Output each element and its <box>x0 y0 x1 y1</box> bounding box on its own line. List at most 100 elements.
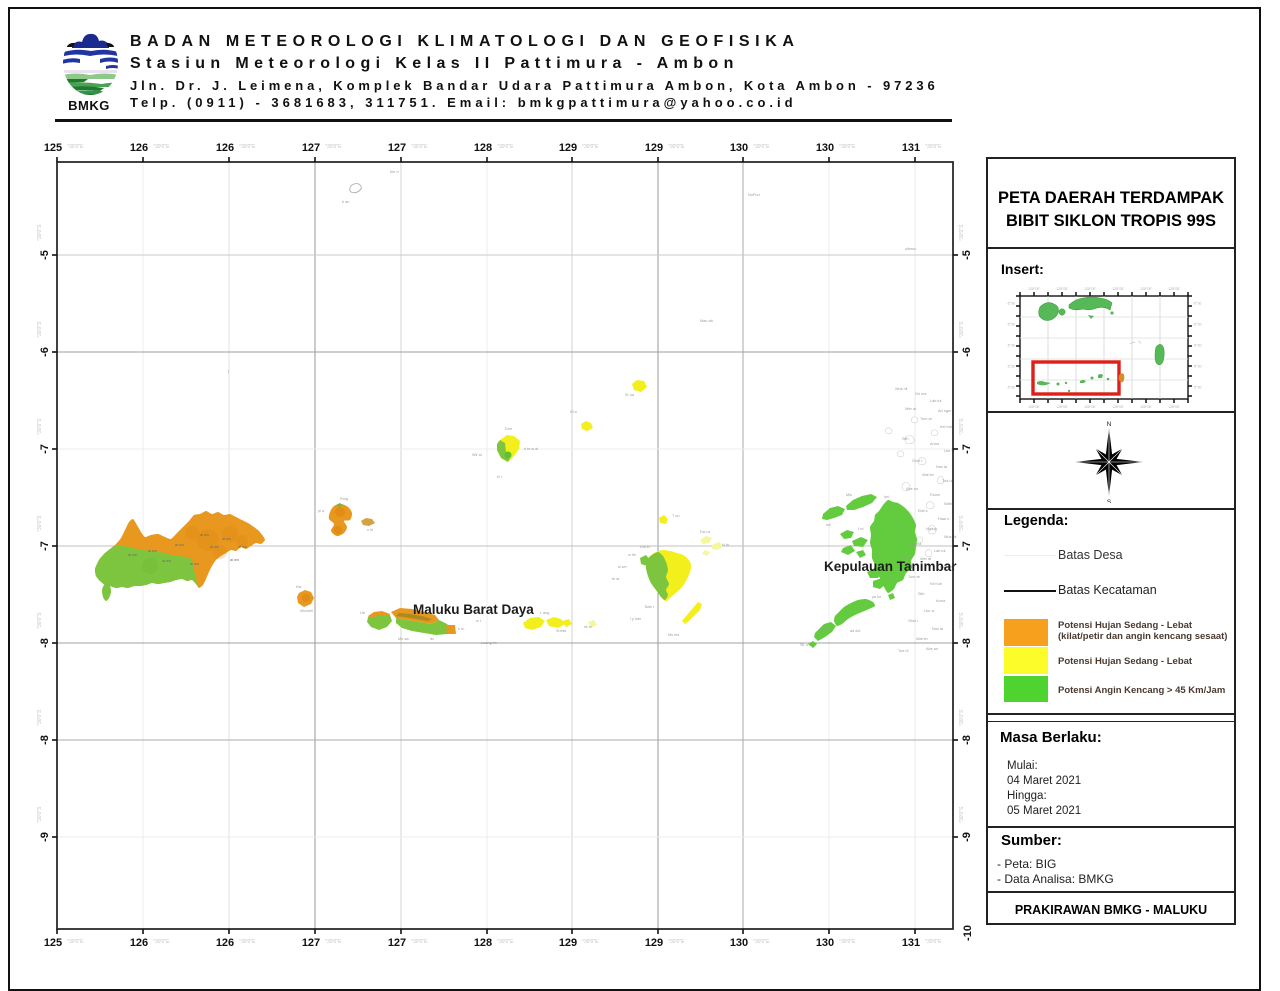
svg-text:Slr u: Slr u <box>800 643 808 647</box>
svg-text:tmr d: tmr d <box>390 170 399 174</box>
svg-text:Dai kf: Dai kf <box>640 545 651 549</box>
svg-text:Wus nil: Wus nil <box>944 535 957 539</box>
svg-text:lwt: lwt <box>884 495 890 499</box>
svg-text:129: 129 <box>559 142 577 154</box>
svg-text:128°0E: 128°0E <box>1168 287 1180 291</box>
svg-text:°30'0"E: °30'0"E <box>668 939 685 945</box>
svg-text:127: 127 <box>302 937 320 949</box>
svg-text:125: 125 <box>44 937 62 949</box>
svg-text:ai wn: ai wn <box>175 543 184 547</box>
svg-text:°30'0"E: °30'0"E <box>497 144 514 150</box>
svg-text:T on: T on <box>672 514 680 518</box>
svg-text:°30'0"S: °30'0"S <box>37 612 43 629</box>
svg-text:kk w: kk w <box>584 625 592 629</box>
svg-text:°30'0"E: °30'0"E <box>753 144 770 150</box>
svg-text:kl tn: kl tn <box>722 543 729 547</box>
svg-text:Ohoi r: Ohoi r <box>908 619 919 623</box>
svg-text:f rd: f rd <box>858 527 864 531</box>
svg-text:130: 130 <box>816 142 834 154</box>
svg-text:127: 127 <box>388 937 406 949</box>
svg-text:sl wn: sl wn <box>618 565 627 569</box>
svg-text:Mlu: Mlu <box>846 493 852 497</box>
svg-text:Sifn: Sifn <box>918 592 925 596</box>
svg-text:Wer at: Wer at <box>920 557 932 561</box>
svg-text:Rumn: Rumn <box>930 493 940 497</box>
svg-text:w t: w t <box>476 619 482 623</box>
svg-text:°30'0"E: °30'0"E <box>325 144 342 150</box>
svg-text:Arma: Arma <box>930 442 940 446</box>
svg-text:ai wn: ai wn <box>230 558 239 562</box>
svg-text:°30'0"E: °30'0"E <box>153 939 170 945</box>
svg-text:128°0E: 128°0E <box>1084 287 1096 291</box>
svg-text:ad dol: ad dol <box>850 629 861 633</box>
svg-text:L ang: L ang <box>540 611 549 615</box>
svg-text:j: j <box>227 369 229 373</box>
svg-text:°30'0"S: °30'0"S <box>959 612 965 629</box>
svg-text:lkr: lkr <box>430 637 435 641</box>
svg-text:128°0E: 128°0E <box>1112 405 1124 409</box>
svg-text:°30'0"E: °30'0"E <box>239 144 256 150</box>
svg-text:°30'0"S: °30'0"S <box>37 709 43 726</box>
svg-text:°30'0"E: °30'0"E <box>239 939 256 945</box>
svg-text:128°0E: 128°0E <box>1056 287 1068 291</box>
svg-text:°30'0"E: °30'0"E <box>839 144 856 150</box>
svg-text:128°0E: 128°0E <box>1028 405 1040 409</box>
svg-text:°30'0"E: °30'0"E <box>925 939 942 945</box>
svg-text:°30'0"S: °30'0"S <box>959 224 965 241</box>
svg-text:°30'0"E: °30'0"E <box>753 939 770 945</box>
svg-text:Lab tui: Lab tui <box>930 399 942 403</box>
svg-text:ai wn: ai wn <box>210 545 219 549</box>
svg-text:l ingat: l ingat <box>820 627 831 631</box>
svg-text:128: 128 <box>474 937 492 949</box>
svg-text:ai wn: ai wn <box>128 553 137 557</box>
svg-text:ulbess: ulbess <box>905 247 916 251</box>
svg-text:-8: -8 <box>39 638 51 648</box>
svg-text:Wat ler: Wat ler <box>916 637 929 641</box>
svg-text:ya ko: ya ko <box>872 595 881 599</box>
svg-text:Sr ua: Sr ua <box>625 393 635 397</box>
svg-text:-5°30: -5°30 <box>1007 344 1015 348</box>
svg-text:°30'0"S: °30'0"S <box>37 224 43 241</box>
svg-text:°30'0"S: °30'0"S <box>37 806 43 823</box>
svg-text:-8: -8 <box>961 638 973 648</box>
svg-text:°30'0"E: °30'0"E <box>668 144 685 150</box>
svg-text:-7: -7 <box>961 541 973 551</box>
svg-text:125: 125 <box>44 142 62 154</box>
svg-text:128°0E: 128°0E <box>1140 287 1152 291</box>
svg-text:-5°30: -5°30 <box>1193 344 1201 348</box>
svg-text:Nl a: Nl a <box>570 410 578 414</box>
svg-text:Wer at: Wer at <box>905 407 917 411</box>
svg-text:Ms ela: Ms ela <box>668 633 680 637</box>
svg-text:-5°30: -5°30 <box>1193 365 1201 369</box>
svg-text:Srmta: Srmta <box>556 629 567 633</box>
svg-text:ai wn: ai wn <box>148 549 157 553</box>
svg-text:kl r: kl r <box>497 475 503 479</box>
svg-text:-8: -8 <box>961 735 973 745</box>
svg-text:Nus ta: Nus ta <box>932 627 944 631</box>
svg-text:-5°30: -5°30 <box>1193 302 1201 306</box>
svg-text:128°0E: 128°0E <box>1056 405 1068 409</box>
svg-text:°30'0"S: °30'0"S <box>959 515 965 532</box>
svg-text:128°0E: 128°0E <box>1168 405 1180 409</box>
svg-text:Abe an: Abe an <box>906 487 918 491</box>
svg-text:wlr: wlr <box>826 523 832 527</box>
svg-text:-5: -5 <box>39 250 51 260</box>
svg-text:°30'0"S: °30'0"S <box>37 321 43 338</box>
svg-text:129: 129 <box>559 937 577 949</box>
svg-text:Oir ma: Oir ma <box>910 542 922 546</box>
svg-text:°30'0"E: °30'0"E <box>411 144 428 150</box>
svg-text:S: S <box>1107 499 1112 503</box>
svg-text:Man wk: Man wk <box>700 319 713 323</box>
svg-text:°30'0"E: °30'0"E <box>497 939 514 945</box>
svg-text:-5°30: -5°30 <box>1193 386 1201 390</box>
svg-text:°30'0"S: °30'0"S <box>959 709 965 726</box>
svg-text:W: W <box>1074 459 1075 466</box>
svg-text:Kepulauan Tanimbar: Kepulauan Tanimbar <box>824 559 957 574</box>
svg-text:-9: -9 <box>961 832 973 842</box>
svg-text:°30'0"E: °30'0"E <box>582 939 599 945</box>
svg-text:Wat ler: Wat ler <box>922 473 935 477</box>
svg-text:b an: b an <box>342 200 349 204</box>
svg-text:128°0E: 128°0E <box>1140 405 1152 409</box>
svg-text:-6: -6 <box>39 347 51 357</box>
svg-text:129: 129 <box>645 937 663 949</box>
